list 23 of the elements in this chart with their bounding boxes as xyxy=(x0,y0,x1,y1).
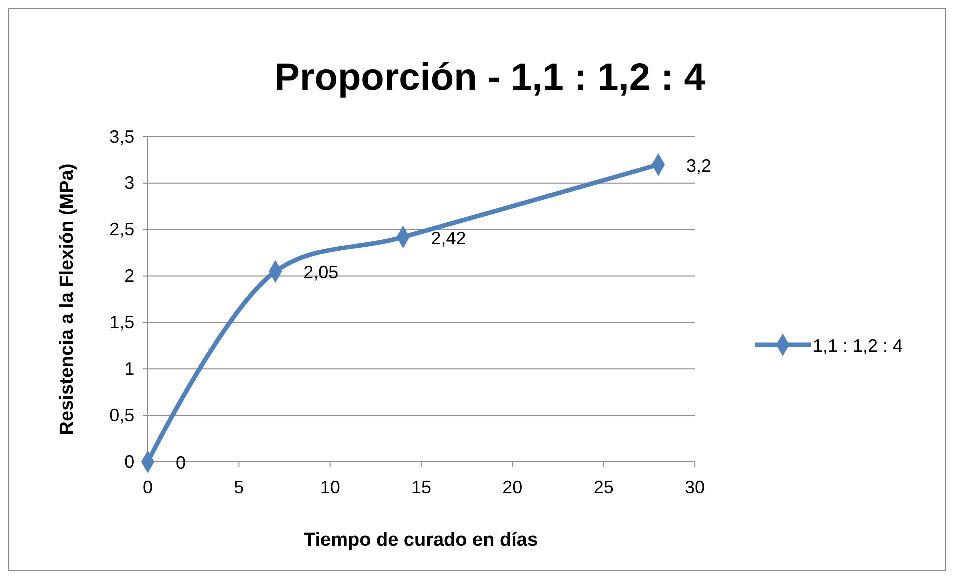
x-tick-label: 5 xyxy=(234,477,244,498)
x-axis-title: Tiempo de curado en días xyxy=(304,530,538,551)
y-tick-label: 1 xyxy=(124,358,135,379)
x-tick-label: 20 xyxy=(502,477,523,498)
chart-title: Proporción - 1,1 : 1,2 : 4 xyxy=(274,57,706,99)
y-tick-label: 3,5 xyxy=(110,126,135,147)
data-label: 3,2 xyxy=(686,156,712,176)
x-tick-label: 25 xyxy=(594,477,614,498)
data-label: 2,05 xyxy=(304,262,339,283)
x-tick-label: 10 xyxy=(320,477,340,498)
y-tick-label: 3 xyxy=(124,173,135,194)
data-label: 0 xyxy=(176,453,186,473)
y-tick-label: 1,5 xyxy=(110,312,135,332)
x-tick-label: 0 xyxy=(142,477,154,498)
data-label: 2,42 xyxy=(431,228,466,248)
y-axis-title: Resistencia a la Flexión (MPa) xyxy=(57,164,78,436)
y-tick-label: 0 xyxy=(124,452,135,472)
x-tick-label: 30 xyxy=(684,477,706,498)
legend-label: 1,1 : 1,2 : 4 xyxy=(813,336,904,356)
y-tick-label: 2,5 xyxy=(110,220,135,240)
x-tick-label: 15 xyxy=(411,477,432,498)
y-tick-label: 2 xyxy=(124,266,135,286)
y-tick-label: 0,5 xyxy=(110,405,135,426)
